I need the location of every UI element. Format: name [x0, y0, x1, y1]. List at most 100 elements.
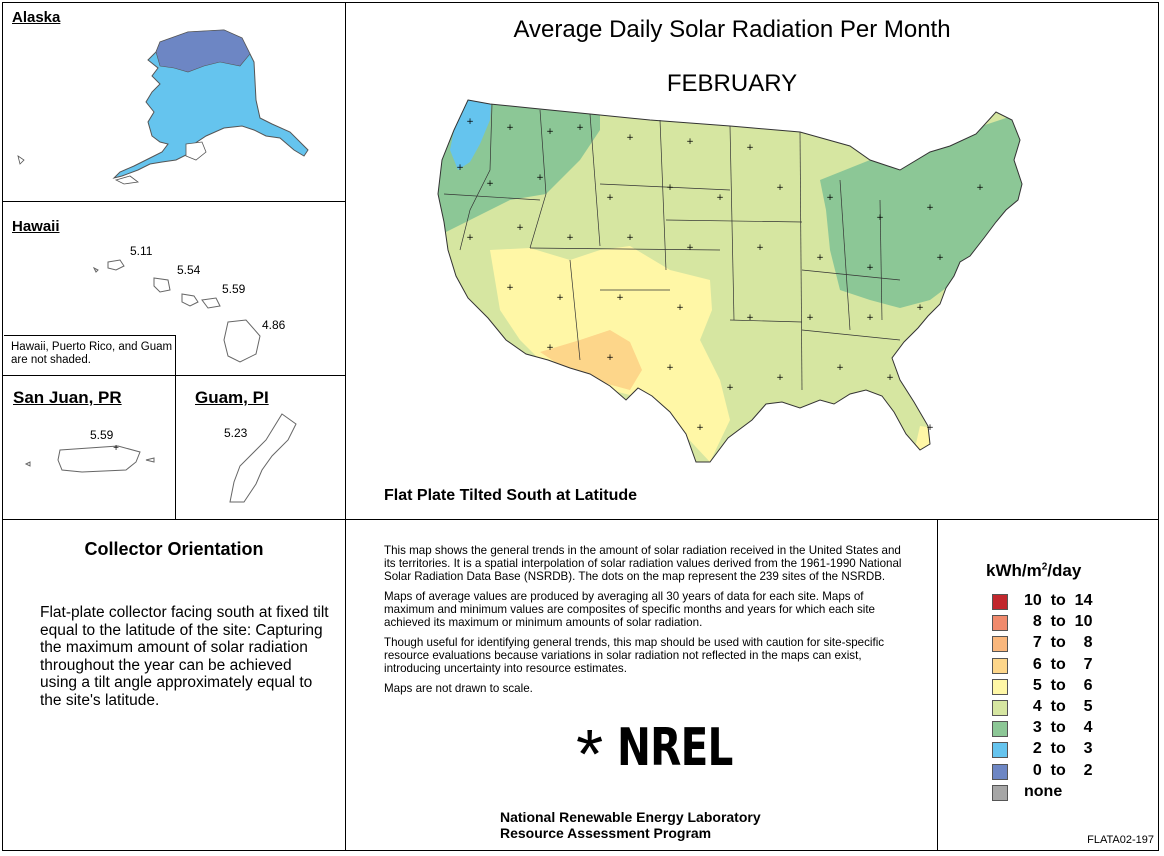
legend-swatch — [992, 594, 1008, 610]
nsrdb-site-dot: + — [696, 423, 704, 433]
nsrdb-site-dot: + — [506, 283, 514, 293]
nsrdb-site-dot: + — [776, 183, 784, 193]
nsrdb-site-dot: + — [556, 293, 564, 303]
divider-territories — [175, 375, 176, 519]
description-paragraph: Though useful for identifying general tr… — [384, 636, 885, 675]
map-description: This map shows the general trends in the… — [384, 544, 904, 702]
nsrdb-site-dot: + — [626, 233, 634, 243]
nsrdb-site-dot: + — [486, 179, 494, 189]
description-paragraph: Maps are not drawn to scale. — [384, 682, 533, 695]
nsrdb-site-dot: + — [546, 127, 554, 137]
hawaii-value-kauai: 5.11 — [130, 244, 153, 258]
legend-unit-sup: 2 — [1041, 561, 1048, 573]
legend-item: 5 to 6 — [992, 677, 1142, 698]
legend-label: 0 to 2 — [1024, 761, 1093, 779]
nsrdb-site-dot: + — [626, 133, 634, 143]
legend-label: none — [1024, 782, 1063, 800]
nsrdb-site-dot: + — [756, 243, 764, 253]
legend-swatch — [992, 657, 1008, 674]
hawaii-value-maui: 5.59 — [222, 282, 246, 296]
nsrdb-site-dot: + — [616, 293, 624, 303]
guam-title: Guam, PI — [195, 388, 269, 407]
hawaii-islands-map — [92, 259, 261, 363]
nsrdb-site-dot: + — [866, 313, 874, 323]
puerto-rico-title: San Juan, PR — [13, 388, 122, 407]
guam-value: 5.23 — [224, 426, 248, 440]
nsrdb-site-dot: + — [746, 313, 754, 323]
legend-swatch — [992, 742, 1008, 759]
map-title: Average Daily Solar Radiation Per Month — [513, 16, 951, 43]
map-month: FEBRUARY — [666, 70, 798, 97]
nsrdb-site-dot: + — [506, 123, 514, 133]
guam-map — [229, 413, 297, 503]
lab-name: National Renewable Energy Laboratory — [500, 809, 761, 825]
legend-swatch — [992, 763, 1008, 780]
nsrdb-site-dot: + — [566, 233, 574, 243]
orientation-label: Flat Plate Tilted South at Latitude — [384, 487, 638, 504]
nsrdb-site-dot: + — [716, 193, 724, 203]
legend-item: 2 to 3 — [992, 740, 1142, 761]
legend-unit-prefix: kWh/m — [986, 561, 1042, 580]
hawaii-title: Hawaii — [12, 218, 60, 235]
nsrdb-site-dot: + — [726, 383, 734, 393]
legend-label: 2 to 3 — [1024, 740, 1093, 758]
nsrdb-site-dot: + — [516, 223, 524, 233]
nsrdb-site-dot: + — [936, 253, 944, 263]
legend-swatch — [992, 615, 1008, 632]
legend-label: 5 to 6 — [1024, 676, 1093, 694]
legend-label: 3 to 4 — [1024, 719, 1093, 737]
legend-label: 8 to 10 — [1024, 613, 1093, 631]
nsrdb-site-dot: + — [776, 373, 784, 383]
nsrdb-site-dot: + — [886, 373, 894, 383]
hawaii-value-big-island: 4.86 — [262, 318, 286, 332]
legend-label: 7 to 8 — [1024, 634, 1093, 652]
legend-swatch — [992, 784, 1008, 801]
description-paragraph: This map shows the general trends in the… — [384, 544, 902, 583]
legend-label: 10 to 14 — [1024, 592, 1093, 609]
puerto-rico-value: 5.59 — [90, 428, 114, 442]
nsrdb-site-dot: + — [746, 143, 754, 153]
nsrdb-site-dot: + — [686, 137, 694, 147]
nsrdb-site-dot: + — [576, 123, 584, 133]
nsrdb-site-dot: + — [536, 173, 544, 183]
nsrdb-site-dot: + — [676, 303, 684, 313]
map-code: FLATA02-197 — [1087, 834, 1154, 846]
legend-item: 0 to 2 — [992, 762, 1142, 783]
lab-credit: National Renewable Energy Laboratory Res… — [500, 809, 761, 841]
legend-item: 7 to 8 — [992, 634, 1142, 655]
legend-label: 6 to 7 — [1024, 655, 1093, 673]
alaska-map — [17, 29, 309, 185]
divider-alaska — [2, 201, 345, 202]
legend-item: 6 to 7 — [992, 656, 1142, 677]
legend-title: kWh/m2/day — [986, 561, 1081, 581]
collector-description: Flat-plate collector facing south at fix… — [40, 604, 329, 709]
divider-hawaii — [2, 375, 345, 376]
divider-legend — [937, 519, 938, 851]
nsrdb-site-dot: + — [466, 233, 474, 243]
legend-swatch — [992, 636, 1008, 653]
nsrdb-site-dot: + — [836, 363, 844, 373]
nsrdb-site-dot: + — [876, 213, 884, 223]
nsrdb-site-dot: + — [606, 353, 614, 363]
nrel-logo-star: * — [576, 715, 604, 793]
nsrdb-site-dot: + — [546, 343, 554, 353]
nsrdb-site-dot: + — [466, 117, 474, 127]
legend-swatch — [992, 700, 1008, 716]
nsrdb-site-dot: + — [666, 363, 674, 373]
legend-item: 4 to 5 — [992, 698, 1142, 719]
nsrdb-site-dot: + — [606, 193, 614, 203]
legend-swatch — [992, 678, 1008, 695]
divider-left-column — [345, 2, 346, 851]
nrel-logo-word: NREL — [617, 718, 733, 778]
nsrdb-site-dot: + — [816, 253, 824, 263]
alaska-title: Alaska — [12, 9, 61, 26]
nsrdb-site-dot: + — [866, 263, 874, 273]
nsrdb-site-dot: + — [806, 313, 814, 323]
legend-item: 8 to 10 — [992, 613, 1142, 634]
legend-item: 3 to 4 — [992, 719, 1142, 740]
nsrdb-site-dot: + — [826, 193, 834, 203]
lab-program: Resource Assessment Program — [500, 825, 712, 841]
nsrdb-site-dot: + — [926, 203, 934, 213]
nsrdb-site-dot: + — [926, 423, 934, 433]
